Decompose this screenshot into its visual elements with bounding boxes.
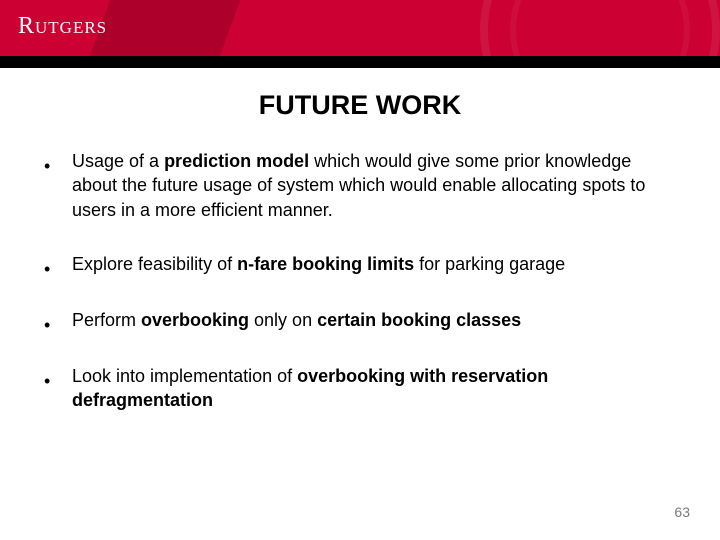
list-item: • Usage of a prediction model which woul…: [44, 149, 676, 222]
bullet-bold2: certain booking classes: [317, 310, 521, 330]
bullet-pre: Explore feasibility of: [72, 254, 237, 274]
banner-tab-shape: [90, 0, 240, 56]
list-item: • Perform overbooking only on certain bo…: [44, 308, 676, 334]
bullet-icon: •: [44, 316, 50, 334]
bullet-pre: Usage of a: [72, 151, 164, 171]
bullet-bold: overbooking: [141, 310, 249, 330]
slide: Rutgers FUTURE WORK • Usage of a predict…: [0, 0, 720, 540]
bullet-mid: only on: [249, 310, 317, 330]
rutgers-logo: Rutgers: [18, 13, 107, 40]
bullet-text: Perform overbooking only on certain book…: [72, 308, 521, 332]
bullet-icon: •: [44, 260, 50, 278]
bullet-pre: Perform: [72, 310, 141, 330]
bullet-bold: n-fare booking limits: [237, 254, 414, 274]
bullet-list: • Usage of a prediction model which woul…: [0, 149, 720, 412]
header-underline: [0, 56, 720, 68]
bullet-icon: •: [44, 157, 50, 175]
bullet-text: Look into implementation of overbooking …: [72, 364, 676, 413]
banner-seal-inner: [510, 0, 690, 56]
bullet-mid: for parking garage: [414, 254, 565, 274]
bullet-text: Usage of a prediction model which would …: [72, 149, 676, 222]
list-item: • Look into implementation of overbookin…: [44, 364, 676, 413]
page-number: 63: [674, 504, 690, 520]
list-item: • Explore feasibility of n-fare booking …: [44, 252, 676, 278]
slide-title: FUTURE WORK: [0, 90, 720, 121]
bullet-pre: Look into implementation of: [72, 366, 297, 386]
header-banner: Rutgers: [0, 0, 720, 56]
bullet-text: Explore feasibility of n-fare booking li…: [72, 252, 565, 276]
bullet-bold: prediction model: [164, 151, 309, 171]
bullet-icon: •: [44, 372, 50, 390]
